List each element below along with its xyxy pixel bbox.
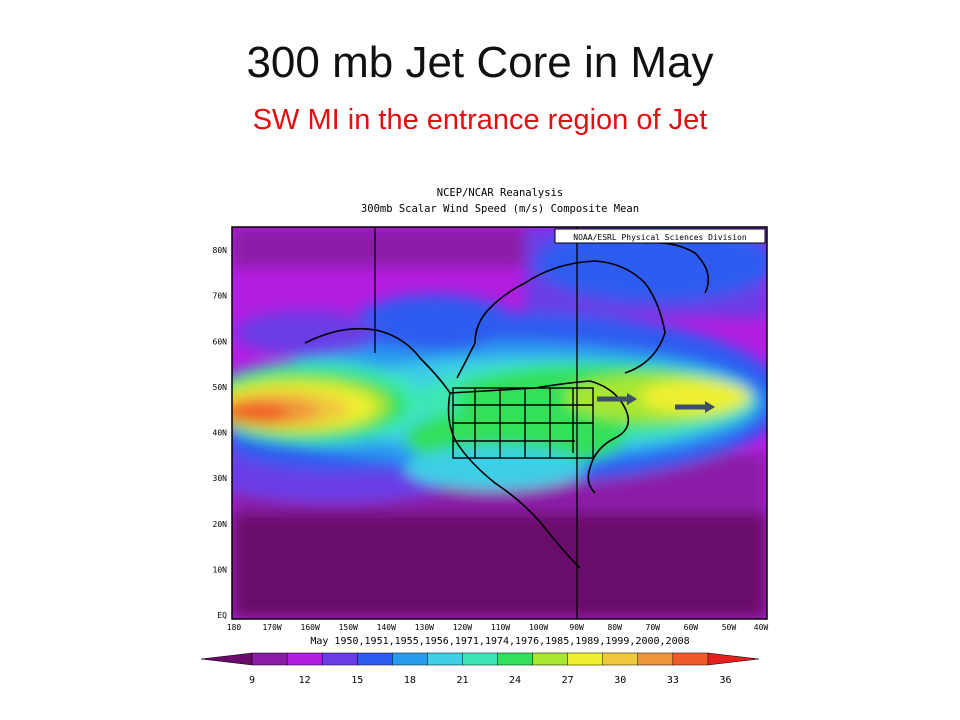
figure-header-line1: NCEP/NCAR Reanalysis [437, 187, 563, 199]
longitude-label: 150W [339, 623, 358, 632]
latitude-label: EQ [217, 611, 227, 620]
longitude-label: 60W [684, 623, 699, 632]
colorbar-tick-label: 33 [667, 675, 679, 686]
colorbar-swatch [462, 652, 499, 666]
latitude-label: 20N [213, 520, 228, 529]
credit-box [554, 228, 766, 244]
plot-frame [231, 226, 768, 620]
wind-speed-map-figure: NCEP/NCAR Reanalysis 300mb Scalar Wind S… [195, 183, 770, 693]
colorbar [200, 652, 760, 666]
slide-title: 300 mb Jet Core in May [246, 38, 714, 87]
colorbar-swatch [567, 652, 604, 666]
colorbar-tick-label: 24 [509, 675, 521, 686]
colorbar-swatch [707, 652, 760, 666]
colorbar-swatch [497, 652, 534, 666]
colorbar-swatch [286, 652, 323, 666]
longitude-label: 40W [754, 623, 769, 632]
longitude-label: 140W [377, 623, 396, 632]
latitude-label: 80N [213, 246, 228, 255]
colorbar-tick-label: 36 [719, 675, 731, 686]
colorbar-swatch [392, 652, 429, 666]
colorbar-tick-label: 21 [456, 675, 468, 686]
colorbar-swatch [602, 652, 639, 666]
wind-speed-field [232, 227, 767, 619]
longitude-label: 80W [607, 623, 622, 632]
colorbar-swatch [427, 652, 464, 666]
longitude-label: 100W [529, 623, 548, 632]
latitude-label: 70N [213, 292, 228, 301]
longitude-label: 170W [262, 623, 281, 632]
longitude-label: 120W [453, 623, 472, 632]
longitude-labels: 180 170W 160W 150W 140W 130W 120W 110W 100W 90W 80… [227, 623, 769, 632]
colorbar-tick-label: 30 [614, 675, 626, 686]
longitude-label: 180 [227, 623, 242, 632]
colorbar-swatch [321, 652, 359, 666]
figure-header-line2: 300mb Scalar Wind Speed (m/s) Composite … [361, 203, 639, 215]
state-boundaries [452, 387, 594, 459]
latitude-labels: 80N 70N 60N 50N 40N 30N 20N 10N EQ [213, 246, 228, 620]
latitude-label: 60N [213, 337, 228, 346]
colorbar-tick-label: 18 [404, 675, 416, 686]
credit-text: NOAA/ESRL Physical Sciences Division [573, 233, 747, 242]
colorbar-swatch [672, 652, 709, 666]
figure-caption: May 1950,1951,1955,1956,1971,1974,1976,1… [310, 636, 689, 647]
colorbar-tick-label: 27 [562, 675, 574, 686]
latitude-label: 10N [213, 565, 228, 574]
slide-subtitle: SW MI in the entrance region of Jet [252, 104, 708, 136]
longitude-label: 70W [646, 623, 661, 632]
colorbar-tick-labels: 9 12 15 18 21 24 27 30 33 36 [249, 675, 731, 686]
longitude-label: 90W [569, 623, 584, 632]
colorbar-swatch [251, 652, 288, 666]
colorbar-tick-label: 12 [299, 675, 311, 686]
colorbar-swatch [200, 652, 253, 666]
latitude-label: 40N [213, 429, 228, 438]
longitude-label: 160W [301, 623, 320, 632]
colorbar-swatch [637, 652, 674, 666]
longitude-label: 110W [491, 623, 510, 632]
colorbar-tick-label: 9 [249, 675, 255, 686]
longitude-label: 50W [722, 623, 737, 632]
longitude-label: 130W [415, 623, 434, 632]
jet-direction-arrows [597, 393, 715, 413]
latitude-label: 50N [213, 383, 228, 392]
colorbar-swatch [532, 652, 569, 666]
latitude-label: 30N [213, 474, 228, 483]
colorbar-tick-label: 15 [351, 675, 363, 686]
colorbar-swatch [357, 652, 394, 666]
